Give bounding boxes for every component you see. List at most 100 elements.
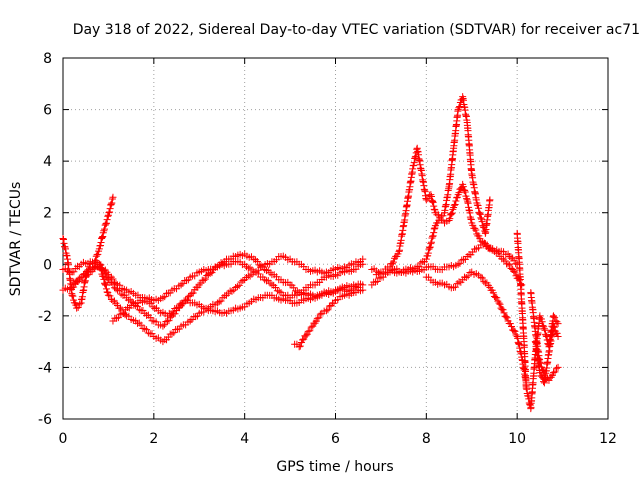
data-point-track-j [514, 334, 522, 342]
data-point-track-c [103, 274, 111, 282]
data-point-track-i [483, 241, 491, 249]
data-point-track-d [99, 272, 107, 280]
data-point-track-a [74, 304, 82, 312]
data-point-track-k [523, 385, 531, 393]
data-point-track-h [459, 183, 467, 191]
data-point-track-l [553, 364, 561, 372]
data-point-track-j [515, 340, 523, 348]
data-point-track-d [228, 287, 236, 295]
data-point-track-k [526, 400, 534, 408]
data-point-track-f [306, 327, 314, 335]
data-point-track-e [169, 308, 177, 316]
data-point-track-a [107, 200, 115, 208]
data-point-track-d [107, 295, 115, 303]
data-point-track-a [73, 304, 81, 312]
data-point-track-d [170, 329, 178, 337]
y-tick-label: -2 [38, 309, 52, 325]
data-point-track-j [462, 273, 470, 281]
data-point-track-b [159, 294, 167, 302]
data-point-track-d [95, 260, 103, 268]
data-point-track-e [113, 314, 121, 322]
data-point-track-c [70, 268, 78, 276]
data-point-track-i [456, 259, 464, 267]
data-point-track-c [206, 269, 214, 277]
data-point-track-i [454, 260, 462, 268]
data-point-track-e [173, 304, 181, 312]
x-tick-label: 0 [59, 431, 68, 447]
data-point-track-a [104, 212, 112, 220]
data-point-track-a [102, 219, 110, 227]
data-point-track-e [176, 300, 184, 308]
data-point-track-h [426, 243, 434, 251]
data-point-track-a [106, 205, 114, 213]
data-point-track-a [100, 227, 108, 235]
data-point-track-h [429, 232, 437, 240]
data-point-track-c [252, 256, 260, 264]
data-point-track-g [477, 214, 485, 222]
data-point-track-b [177, 281, 185, 289]
data-point-track-d [74, 277, 82, 285]
data-point-track-h [450, 201, 458, 209]
data-point-track-b [261, 276, 269, 284]
data-point-track-d [168, 330, 176, 338]
data-point-track-k [539, 322, 547, 330]
data-point-track-i [506, 261, 514, 269]
data-point-track-h [373, 277, 381, 285]
data-point-track-a [101, 225, 109, 233]
y-axis-title: SDTVAR / TECUs [8, 182, 24, 297]
data-point-track-a [97, 238, 105, 246]
data-point-track-b [90, 264, 98, 272]
x-tick-label: 12 [599, 431, 617, 447]
data-point-track-g [410, 159, 418, 167]
data-point-track-b [183, 277, 191, 285]
data-point-track-i [481, 240, 489, 248]
data-point-track-f [359, 286, 367, 294]
data-point-track-g [422, 196, 430, 204]
data-point-track-g [427, 192, 435, 200]
data-point-track-f [303, 330, 311, 338]
x-tick-label: 4 [240, 431, 249, 447]
data-point-track-d [237, 278, 245, 286]
data-point-track-j [451, 283, 459, 291]
y-tick-label: -6 [38, 412, 52, 428]
points-layer [59, 93, 562, 413]
data-point-track-h [427, 240, 435, 248]
data-point-track-d [75, 274, 83, 282]
data-point-track-g [476, 210, 484, 218]
x-tick-label: 10 [508, 431, 526, 447]
data-point-track-c [189, 289, 197, 297]
data-point-track-a [98, 233, 106, 241]
data-point-track-d [102, 281, 110, 289]
data-point-track-h [424, 249, 432, 257]
data-point-track-h [510, 256, 518, 264]
data-point-track-a [62, 245, 70, 253]
data-point-track-k [540, 325, 548, 333]
data-point-track-f [307, 323, 315, 331]
data-point-track-h [449, 205, 457, 213]
data-point-track-i [511, 268, 519, 276]
data-point-track-f [330, 299, 338, 307]
data-point-track-b [179, 279, 187, 287]
data-point-track-a [106, 208, 114, 216]
data-point-track-a [103, 216, 111, 224]
data-point-track-d [186, 317, 194, 325]
data-point-track-i [490, 247, 498, 255]
data-point-track-d [242, 273, 250, 281]
data-point-track-b [242, 263, 250, 271]
data-point-track-j [480, 278, 488, 286]
data-point-track-g [472, 196, 480, 204]
data-point-track-g [427, 191, 435, 199]
data-point-track-a [96, 241, 104, 249]
data-point-track-a [60, 236, 68, 244]
data-point-track-i [469, 248, 477, 256]
data-point-track-j [493, 294, 501, 302]
data-point-track-c [293, 287, 301, 295]
data-point-track-g [429, 198, 437, 206]
data-point-track-c [204, 271, 212, 279]
data-point-track-d [221, 292, 229, 300]
data-point-track-j [453, 280, 461, 288]
data-point-track-h [371, 278, 379, 286]
data-point-track-c [165, 317, 173, 325]
data-point-track-g [455, 104, 463, 112]
